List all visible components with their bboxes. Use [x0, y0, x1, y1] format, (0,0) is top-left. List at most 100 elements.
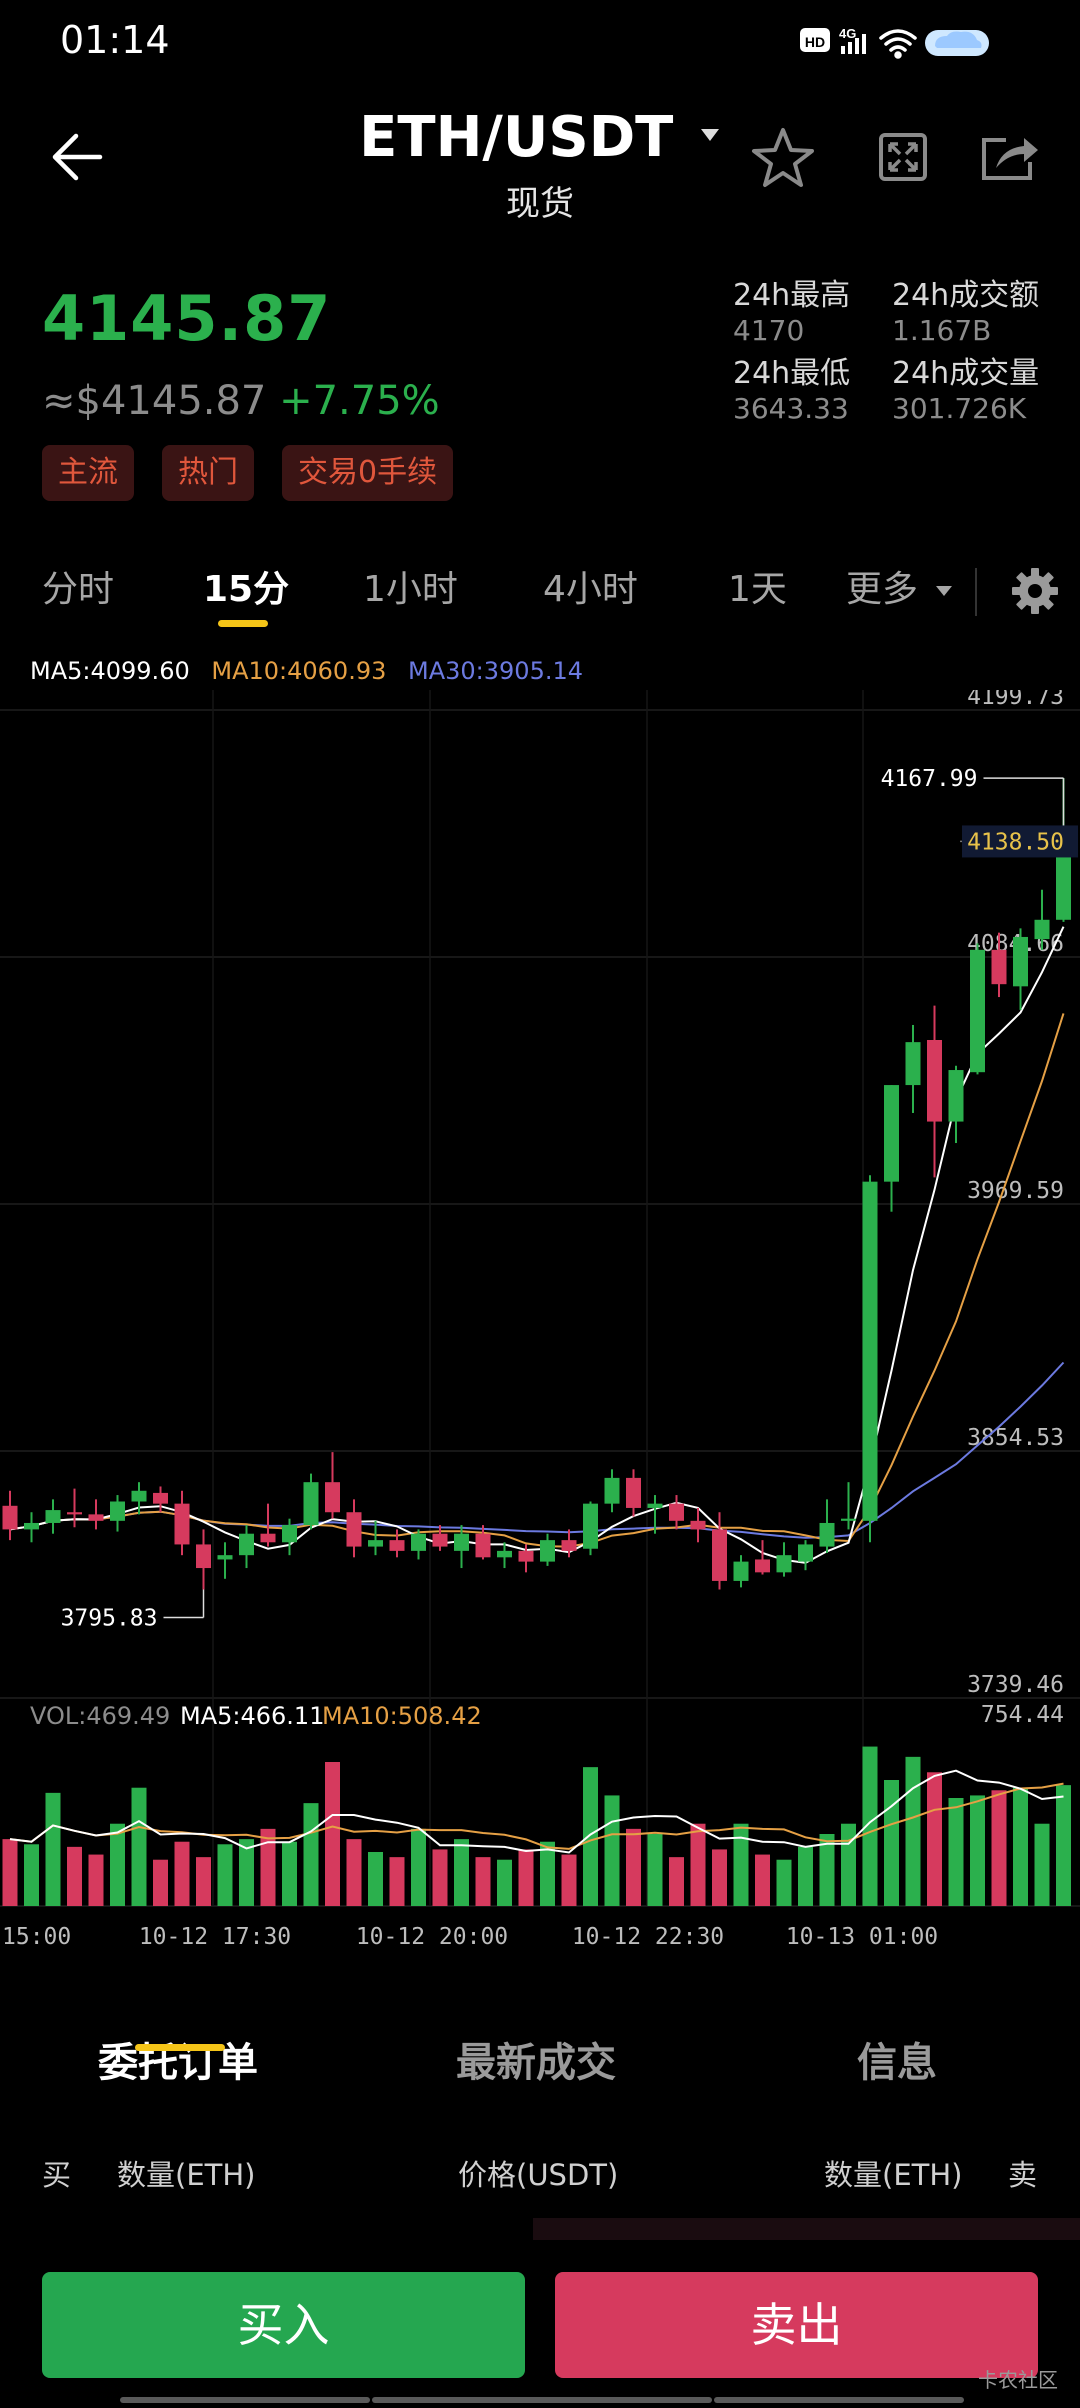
volume-bar: [282, 1841, 297, 1906]
time-axis-label: 10-12 22:30: [572, 1924, 724, 1950]
candle-body: [153, 1492, 168, 1504]
fullscreen-icon[interactable]: [878, 132, 928, 182]
volume-bar: [819, 1833, 835, 1906]
candle-body: [24, 1522, 39, 1530]
tab-more[interactable]: 更多: [846, 560, 953, 612]
time-axis-label: 10-12 17:30: [139, 1924, 291, 1950]
volume-bar: [1056, 1785, 1071, 1906]
high-marker-label: 4167.99: [881, 766, 978, 792]
tab-latest-trades[interactable]: 最新成交: [456, 2040, 616, 2086]
candle-body: [303, 1482, 319, 1526]
low-marker-label: 3795.83: [61, 1606, 158, 1632]
volume-bar: [798, 1846, 813, 1906]
status-time: 01:14: [60, 18, 170, 62]
candle-body: [970, 949, 985, 1073]
buy-button[interactable]: 买入: [42, 2272, 525, 2378]
volume-bar: [604, 1795, 620, 1906]
sell-button[interactable]: 卖出: [555, 2272, 1038, 2378]
volume-bar: [647, 1833, 663, 1906]
pair-selector[interactable]: ETH/USDT: [0, 105, 1080, 170]
candle-body: [432, 1533, 448, 1547]
tab-1hour[interactable]: 1小时: [363, 569, 458, 610]
tab-more-label[interactable]: 更多: [846, 569, 919, 610]
candle-body: [647, 1503, 663, 1508]
svg-text:HD: HD: [805, 34, 825, 50]
volume-bar: [368, 1851, 383, 1906]
watermark: 卡农社区: [978, 2368, 1058, 2392]
nav-gesture-bar: [372, 2397, 712, 2403]
volume-bar: [389, 1857, 405, 1906]
candle-body: [733, 1561, 749, 1581]
tab-4hour[interactable]: 4小时: [543, 569, 638, 610]
candle-body: [325, 1482, 340, 1513]
nav-gesture-bar-left: [120, 2397, 370, 2403]
wifi-icon: [879, 29, 917, 59]
candle-body: [368, 1540, 383, 1547]
volume-bar: [411, 1828, 426, 1906]
tab-timeline[interactable]: 分时: [42, 569, 115, 610]
tab-divider: [975, 568, 977, 616]
candle-body: [67, 1512, 82, 1515]
volume-bar: [153, 1859, 168, 1906]
pair-title[interactable]: ETH/USDT: [359, 105, 674, 170]
volume-bar: [1013, 1787, 1028, 1906]
more-caret-icon[interactable]: [935, 585, 953, 597]
volume-bar: [110, 1823, 125, 1906]
turnover-value: 1.167B: [892, 314, 992, 347]
star-icon[interactable]: [750, 126, 816, 192]
candle-body: [239, 1533, 254, 1556]
volume-bar: [45, 1792, 61, 1906]
candle-body: [905, 1042, 921, 1086]
tab-orders[interactable]: 委托订单: [98, 2040, 258, 2086]
change-percent: +7.75%: [279, 378, 440, 424]
volume-bar: [454, 1839, 469, 1906]
back-arrow-icon[interactable]: [50, 132, 106, 182]
volume-bar: [131, 1787, 147, 1906]
candle-body: [346, 1512, 362, 1547]
dropdown-caret-icon[interactable]: [699, 127, 721, 143]
candle-body: [583, 1503, 598, 1549]
status-icons: HD 4G: [800, 26, 989, 59]
tab-15min[interactable]: 15分: [203, 569, 290, 610]
volume-bar: [991, 1790, 1007, 1906]
nav-gesture-bar-right: [714, 2397, 964, 2403]
kline-chart[interactable]: 4199.734084.663969.593854.533739.46754.4…: [0, 690, 1080, 1960]
signal-4g-icon: 4G: [839, 26, 866, 54]
price-axis-label: 3969.59: [967, 1178, 1064, 1204]
share-icon[interactable]: [980, 132, 1040, 182]
last-price: 4145.87: [42, 282, 332, 355]
price-axis-label: 4199.73: [967, 690, 1064, 710]
tag-mainstream[interactable]: 主流: [42, 445, 134, 501]
price-axis-label: 3854.53: [967, 1425, 1064, 1451]
vol-legend-ma10: MA10:508.42: [322, 1702, 482, 1730]
tag-hot[interactable]: 热门: [162, 445, 254, 501]
volume-bar: [626, 1828, 641, 1906]
volume-bar: [540, 1841, 555, 1906]
svg-text:4G: 4G: [839, 26, 856, 41]
volume-bar: [239, 1839, 254, 1906]
tag-zero-fee[interactable]: 交易0手续: [282, 445, 454, 501]
candle-body: [755, 1559, 770, 1573]
candle-body: [991, 949, 1007, 985]
volume-bar: [669, 1857, 684, 1906]
volume-bar: [905, 1756, 921, 1906]
volume-bar: [88, 1854, 104, 1906]
chart-settings-gear-icon[interactable]: [1010, 566, 1060, 616]
approx-usd-line: ≈$4145.87 +7.75%: [42, 378, 440, 424]
tab-info[interactable]: 信息: [857, 2040, 937, 2086]
volume-bar: [518, 1849, 534, 1906]
candle-body: [389, 1540, 405, 1551]
vol-legend-value: VOL:469.49: [30, 1702, 170, 1730]
candle-body: [948, 1070, 964, 1122]
candle-body: [131, 1490, 147, 1502]
candle-body: [819, 1522, 835, 1547]
time-axis-label: 10-12 20:00: [356, 1924, 508, 1950]
lower-tab-indicator: [135, 2044, 225, 2051]
volume-bar: [884, 1779, 899, 1906]
tab-1day[interactable]: 1天: [728, 569, 787, 610]
candle-body: [518, 1550, 534, 1562]
hd-icon: HD: [800, 28, 830, 52]
current-price-label: 4138.50: [967, 829, 1064, 855]
active-tab-indicator: [218, 620, 268, 627]
candle-body: [798, 1544, 813, 1562]
